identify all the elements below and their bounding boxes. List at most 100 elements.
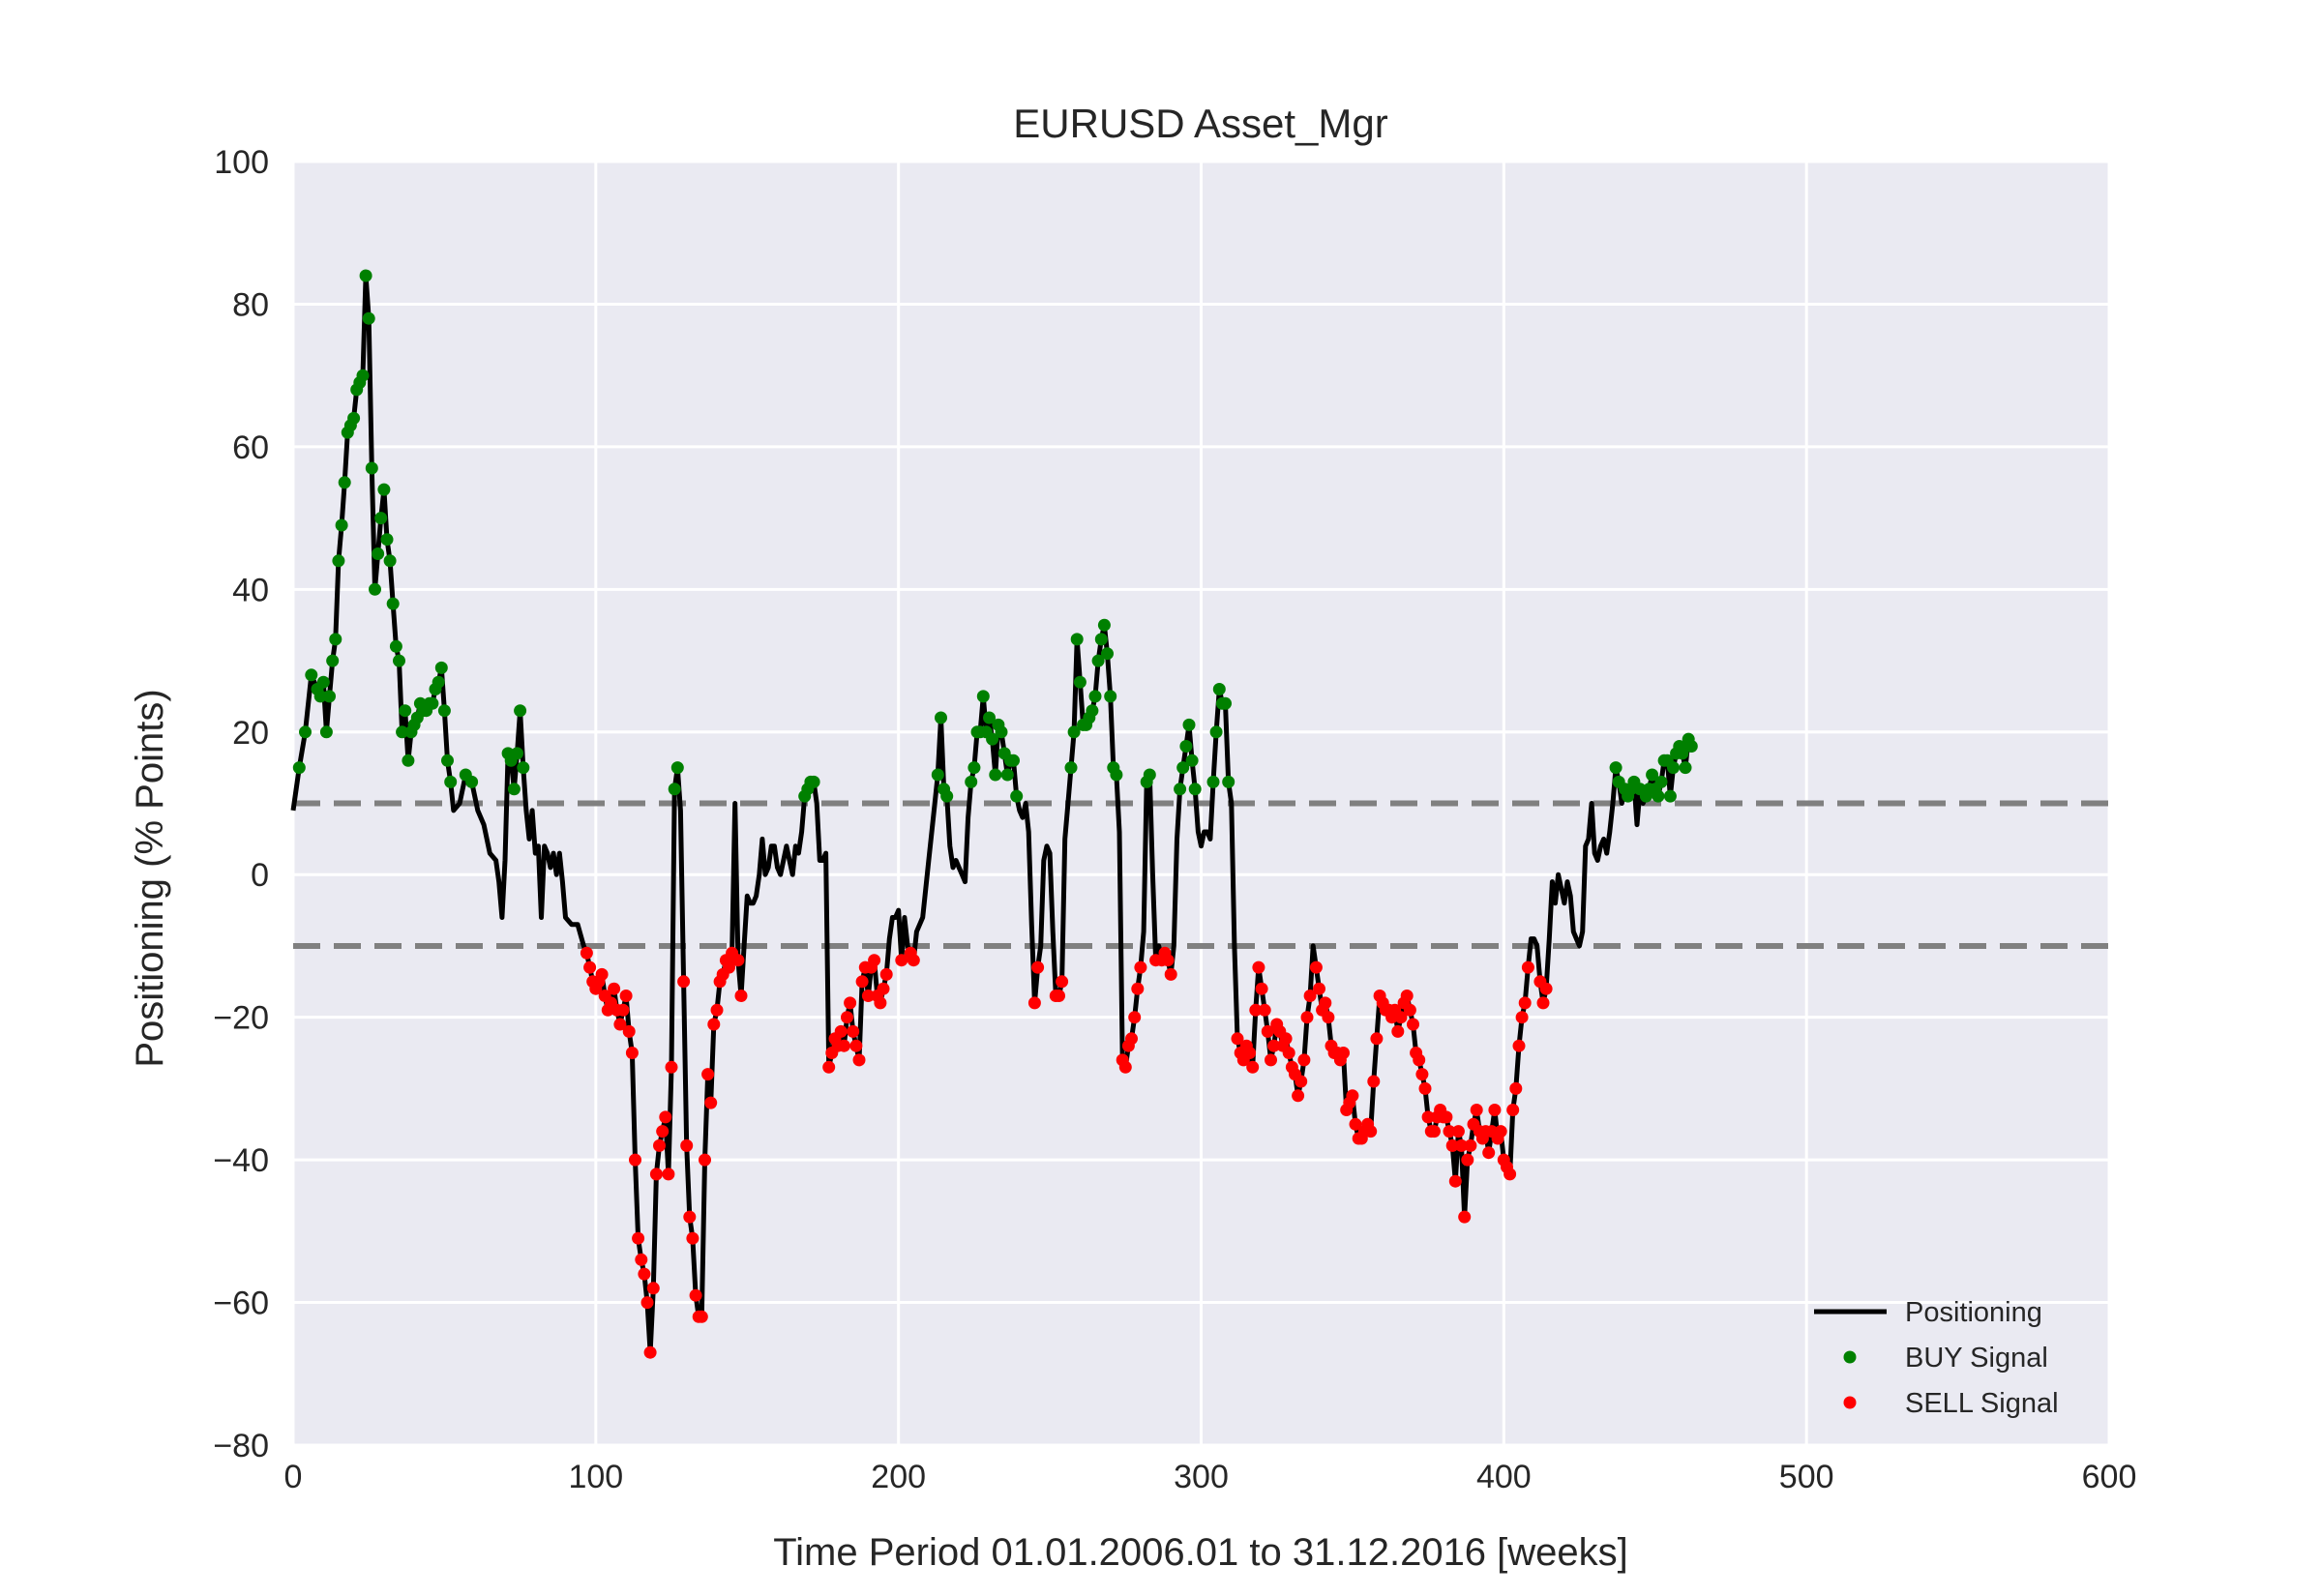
buy-signal-point [931,768,944,782]
y-tick-label: −20 [213,1000,269,1037]
sell-signal-point [1400,990,1414,1002]
sell-signal-point [701,1068,715,1081]
buy-signal-point [1010,789,1024,803]
sell-signal-point [1161,954,1175,967]
sell-signal-point [583,961,597,974]
sell-signal-point [1053,990,1065,1002]
buy-signal-point [441,754,454,767]
sell-signal-point [841,1011,853,1024]
sell-signal-point [1243,1047,1257,1059]
sell-signal-point [622,1024,636,1038]
sell-signal-point [734,990,748,1002]
sell-signal-point [1418,1081,1432,1095]
buy-signal-point [1070,633,1084,646]
sell-signal-point [608,982,621,995]
buy-signal-point [1176,761,1190,775]
sell-signal-point [1488,1104,1502,1116]
sell-signal-point [1056,975,1069,989]
buy-signal-point [1104,690,1117,703]
y-tick-label: −80 [213,1428,269,1464]
buy-signal-point [402,754,415,767]
sell-signal-point [1458,1210,1472,1224]
sell-signal-point [1027,996,1041,1010]
sell-signal-point [662,1167,675,1181]
buy-signal-point [807,775,820,788]
buy-signal-point [437,704,451,718]
x-tick-label: 200 [871,1459,926,1495]
sell-signal-point [1131,982,1145,995]
sell-signal-point [659,1110,672,1124]
buy-signal-point [968,761,981,775]
sell-signal-point [1255,982,1268,995]
buy-signal-point [389,639,402,653]
buy-signal-point [1222,775,1235,788]
sell-signal-point [1464,1138,1477,1152]
buy-signal-point [393,654,405,667]
sell-signal-point [1470,1104,1483,1116]
sell-signal-point [1509,1081,1523,1095]
y-tick-label: 20 [232,715,269,752]
sell-signal-point [680,1138,694,1152]
buy-signal-point [1143,768,1156,782]
buy-signal-point [670,761,684,775]
buy-signal-point [989,768,1002,782]
sell-signal-point [1282,1047,1295,1059]
buy-signal-point [356,369,370,382]
sell-signal-point [1322,1011,1335,1024]
legend-label: BUY Signal [1905,1343,2048,1374]
sell-signal-point [1364,1125,1378,1138]
y-tick-label: −60 [213,1286,269,1322]
positioning-series [290,273,1694,1355]
buy-signal-point [292,761,306,775]
sell-signal-point [1258,1003,1271,1017]
buy-signal-point [514,704,527,718]
sell-signal-point [1494,1125,1507,1138]
sell-signal-point [646,1282,660,1295]
buy-signal-point [313,690,327,703]
sell-signal-point [1503,1167,1517,1181]
y-axis-label: Positioning (% Points) [129,689,171,1067]
sell-signal-point [1443,1125,1456,1138]
buy-signal-point [434,661,448,674]
sell-signal-point [834,1024,848,1038]
buy-signal-point [507,783,521,796]
buy-signal-point [326,654,340,667]
buy-signal-point [359,269,372,282]
legend-marker-swatch [1843,1350,1857,1364]
sell-signal-point [1407,1018,1419,1031]
legend-label: Positioning [1905,1297,2042,1328]
sell-signal-point [1319,996,1332,1010]
gridlines [291,160,2111,1447]
buy-signal-point [1174,783,1187,796]
sell-signal-point [649,1167,663,1181]
legend-label: SELL Signal [1905,1388,2059,1419]
buy-signal-point [372,547,385,560]
sell-signal-point [686,1231,700,1245]
sell-signal-point [1413,1053,1426,1067]
buy-signal-point [986,732,999,746]
sell-signal-point [1295,1075,1308,1088]
sell-signal-point [665,1060,678,1074]
sell-signal-point [1455,1138,1468,1152]
sell-signal-point [710,1003,724,1017]
sell-signal-point [625,1047,639,1059]
sell-signal-point [635,1253,648,1266]
buy-signal-point [935,711,947,724]
sell-signal-point [640,1296,654,1310]
x-tick-label: 300 [1174,1459,1229,1495]
sell-signal-point [1125,1032,1138,1046]
sell-signal-point [1337,1047,1350,1059]
x-tick-label: 600 [2082,1459,2137,1495]
sell-signal-point [849,1039,863,1052]
sell-signal-point [1415,1068,1429,1081]
sell-signal-point [1249,1003,1263,1017]
x-axis-label: Time Period 01.01.2006.01 to 31.12.2016 … [773,1531,1628,1574]
buy-signal-point [1101,647,1114,661]
sell-signal-point [1252,961,1265,974]
sell-signal-point [1461,1153,1474,1167]
buy-signal-point [465,775,479,788]
buy-signal-point [1609,761,1622,775]
buy-signal-point [1091,654,1105,667]
sell-signal-point [1031,961,1045,974]
sell-signal-point [822,1060,836,1074]
